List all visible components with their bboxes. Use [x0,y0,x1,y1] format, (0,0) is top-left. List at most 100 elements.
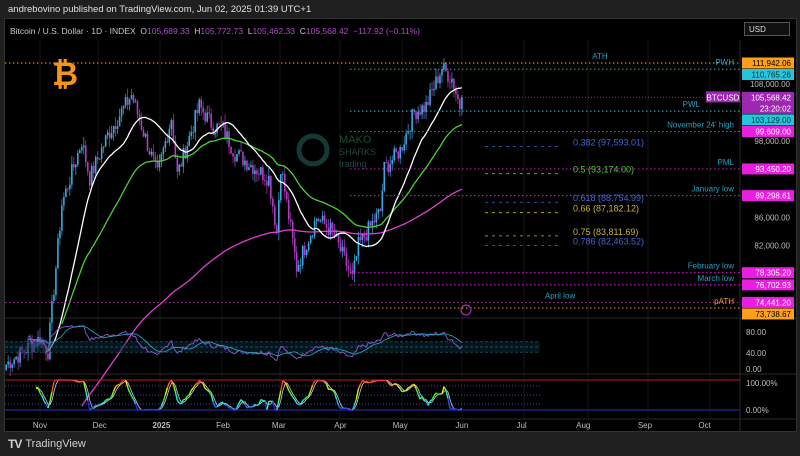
candle[interactable] [260,167,262,175]
candle[interactable] [204,112,206,122]
candle[interactable] [355,255,358,261]
candle[interactable] [309,236,312,244]
candle[interactable] [439,75,441,84]
candle[interactable] [82,145,85,148]
candle[interactable] [337,233,340,243]
candle[interactable] [198,99,200,114]
candle[interactable] [345,253,348,267]
candle[interactable] [17,356,19,363]
candle[interactable] [100,147,103,159]
candle[interactable] [160,154,163,161]
candle[interactable] [51,300,53,323]
candle[interactable] [208,112,210,114]
candle[interactable] [264,180,266,182]
candle[interactable] [53,294,55,301]
tradingview-footer[interactable]: TV TradingView [8,437,86,451]
candle[interactable] [363,233,366,238]
candle[interactable] [148,150,151,155]
candle[interactable] [455,89,457,95]
currency-selector[interactable]: USD [744,22,790,36]
candle[interactable] [166,141,169,143]
candle[interactable] [96,157,99,160]
candle[interactable] [79,150,81,153]
candle[interactable] [15,356,17,360]
candle[interactable] [92,165,95,174]
candle[interactable] [329,222,332,235]
candle[interactable] [164,141,167,148]
candle[interactable] [365,237,368,241]
candle[interactable] [391,159,394,165]
candle[interactable] [114,125,117,129]
candle[interactable] [272,198,274,207]
candle[interactable] [118,116,121,127]
candle[interactable] [248,167,250,170]
candle[interactable] [266,181,268,186]
candle[interactable] [451,78,453,83]
candle[interactable] [236,153,238,162]
candle[interactable] [178,164,181,172]
candle[interactable] [383,161,386,191]
candle[interactable] [59,230,61,239]
candle[interactable] [210,113,212,128]
candle[interactable] [226,131,228,138]
candle[interactable] [278,200,280,232]
candle[interactable] [315,218,318,221]
candle[interactable] [297,265,300,272]
candle[interactable] [256,170,258,175]
candle[interactable] [102,146,105,148]
candle[interactable] [411,109,413,132]
candle[interactable] [112,125,115,134]
candle[interactable] [13,359,15,365]
candle[interactable] [238,150,240,154]
candle[interactable] [361,233,364,241]
candle[interactable] [168,128,171,143]
candle[interactable] [122,105,125,109]
candle[interactable] [353,260,356,274]
candle[interactable] [77,152,79,165]
candle[interactable] [359,237,362,241]
candle[interactable] [202,107,204,113]
candle[interactable] [421,105,423,115]
candle[interactable] [104,135,107,147]
symbol-name[interactable]: Bitcoin / U.S. Dollar · 1D · INDEX [10,26,136,36]
candle[interactable] [401,147,403,151]
candle[interactable] [176,157,179,172]
candle[interactable] [170,120,173,129]
candle[interactable] [317,218,320,222]
candle[interactable] [134,101,137,103]
candle[interactable] [349,269,352,271]
candle[interactable] [279,174,282,201]
candle[interactable] [443,63,445,70]
candle[interactable] [140,120,143,130]
candle[interactable] [270,175,272,199]
lightning-icon[interactable] [460,304,472,316]
candle[interactable] [435,76,437,89]
candle[interactable] [234,156,236,162]
candle[interactable] [71,164,73,185]
candle[interactable] [216,123,218,133]
candle[interactable] [287,199,290,220]
candle[interactable] [75,164,77,168]
candle[interactable] [162,147,165,155]
candle[interactable] [387,162,390,172]
candle[interactable] [156,160,159,168]
candle[interactable] [39,337,41,345]
candle[interactable] [128,99,131,105]
candle[interactable] [276,225,278,232]
candle[interactable] [61,205,63,231]
candle[interactable] [5,364,7,371]
candle[interactable] [445,63,447,72]
candle[interactable] [395,148,398,152]
candle[interactable] [343,246,346,254]
candle[interactable] [407,131,409,134]
candle[interactable] [47,353,49,360]
candle[interactable] [325,224,328,228]
candle[interactable] [423,105,425,112]
candle[interactable] [319,220,322,222]
candle[interactable] [158,160,161,168]
candle[interactable] [252,165,254,175]
candle[interactable] [69,184,71,190]
candle[interactable] [459,99,461,110]
candle[interactable] [413,109,415,112]
candle[interactable] [341,246,344,252]
